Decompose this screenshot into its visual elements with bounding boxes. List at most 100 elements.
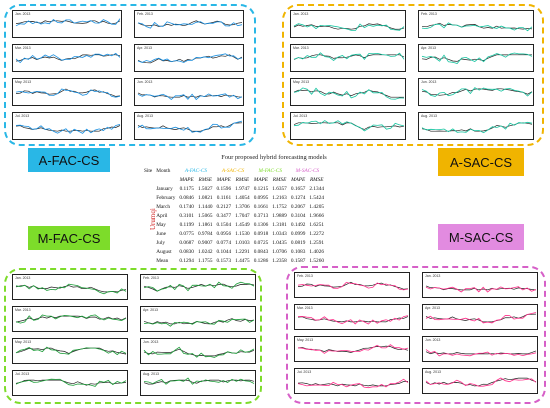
mini-chart-month: Jun. 2013 <box>425 338 441 342</box>
value-cell: 0.1492 <box>290 221 306 228</box>
forecast-mini-chart: Feb. 2013 <box>418 10 534 38</box>
mini-chart-month: Aug. 2013 <box>137 114 153 118</box>
forecast-mini-chart: Feb. 2013 <box>134 10 244 38</box>
mini-chart-month: May. 2013 <box>15 80 32 84</box>
mini-chart-month: Apr. 2013 <box>421 46 436 50</box>
mini-chart-month: May. 2013 <box>15 340 32 344</box>
forecast-series-line <box>425 349 537 357</box>
table-row: Mean 0.1294 1.1755 0.1573 1.4475 0.1286 1.2358… <box>142 256 326 265</box>
mini-chart-month: Mar. 2013 <box>15 308 31 312</box>
value-cell: 1.6357 <box>272 185 287 192</box>
actual-series-line <box>425 377 537 387</box>
forecast-series-line <box>137 120 243 133</box>
mini-chart-month: Mar. 2013 <box>293 46 309 50</box>
value-cell: 0.0956 <box>216 230 232 237</box>
mini-chart-month: Jan. 2013 <box>293 12 309 16</box>
mini-chart-month: Jan. 2013 <box>425 274 441 278</box>
actual-series-line <box>15 54 121 62</box>
site-header: Site <box>144 167 153 174</box>
actual-series-line <box>15 20 121 25</box>
results-table-block: Four proposed hybrid forecasting models … <box>140 152 408 268</box>
mini-chart-month: Jul. 2013 <box>15 114 30 118</box>
forecast-series-line <box>15 283 127 295</box>
forecast-series-line <box>293 87 405 100</box>
actual-series-line <box>293 122 405 130</box>
forecast-series-line <box>137 53 243 63</box>
forecast-mini-chart: Apr. 2013 <box>418 44 534 72</box>
forecast-mini-chart: May. 2013 <box>294 336 410 362</box>
value-cell: 0.3477 <box>216 212 232 219</box>
mini-chart-month: May. 2013 <box>293 80 310 84</box>
actual-series-line <box>137 54 243 64</box>
forecast-series-line <box>425 312 537 324</box>
value-cell: 0.0846 <box>179 194 194 201</box>
metric-header: RMSE <box>309 176 324 183</box>
month-cell: February <box>156 194 176 201</box>
mini-chart-month: Feb. 2013 <box>143 276 159 280</box>
value-cell: 0.1044 <box>216 248 232 255</box>
value-cell: 0.1657 <box>290 185 306 192</box>
forecast-series-line <box>297 315 409 325</box>
value-cell: 0.0775 <box>179 230 194 237</box>
value-cell: 1.3706 <box>235 203 250 210</box>
table-row: April 0.3101 1.5065 0.3477 1.7047 0.3713 1.988… <box>142 211 326 220</box>
value-cell: 1.1440 <box>197 203 213 210</box>
actual-series-line <box>293 23 405 30</box>
forecast-series-line <box>425 377 537 387</box>
metric-header: MAPE <box>253 176 269 183</box>
value-cell: 1.0343 <box>272 230 287 237</box>
table-row: February 0.0846 1.0821 0.1161 1.4054 0.0995 1.… <box>142 193 326 202</box>
value-cell: 0.1573 <box>216 257 232 264</box>
forecast-series-line <box>15 314 127 324</box>
forecast-series-line <box>293 52 405 62</box>
forecast-series-line <box>293 120 405 132</box>
model-m-sac: M-SAC-CS <box>295 167 320 174</box>
forecast-mini-chart: Jul. 2013 <box>12 370 128 396</box>
value-cell: 1.7047 <box>235 212 250 219</box>
value-cell: 1.9747 <box>235 185 250 192</box>
mini-chart-month: Apr. 2013 <box>137 46 152 50</box>
month-cell: July <box>156 239 166 246</box>
value-cell: 0.1286 <box>253 257 269 264</box>
value-cell: 1.0821 <box>197 194 213 201</box>
forecast-mini-chart: Jul. 2013 <box>290 112 406 140</box>
forecast-series-line <box>143 346 255 358</box>
forecast-mini-chart: May. 2013 <box>290 78 406 106</box>
forecast-mini-chart: May. 2013 <box>12 78 122 106</box>
value-cell: 2.1344 <box>309 185 324 192</box>
m-sac-label: M-SAC-CS <box>438 224 524 250</box>
mini-chart-month: Jul. 2013 <box>297 370 312 374</box>
value-cell: 1.9889 <box>272 212 287 219</box>
a-sac-label: A-SAC-CS <box>438 148 524 176</box>
month-cell: Mean <box>156 257 169 264</box>
forecast-series-line <box>15 88 121 98</box>
mini-chart-month: Apr. 2013 <box>425 306 440 310</box>
forecast-mini-chart: Jan. 2013 <box>12 10 122 38</box>
value-cell: 1.2291 <box>235 248 250 255</box>
metric-header: MAPE <box>291 176 306 183</box>
a-sac-panel <box>282 4 544 146</box>
value-cell: 0.1596 <box>216 185 232 192</box>
value-cell: 1.0103 <box>235 239 250 246</box>
month-cell: May <box>156 221 166 228</box>
value-cell: 0.1306 <box>253 221 269 228</box>
mini-chart-month: May. 2013 <box>297 338 314 342</box>
value-cell: 0.1199 <box>179 221 194 228</box>
forecast-series-line <box>421 52 533 64</box>
mini-chart-month: Feb. 2013 <box>137 12 153 16</box>
value-cell: 0.1274 <box>290 194 306 201</box>
value-cell: 1.4475 <box>235 257 250 264</box>
forecast-series-line <box>15 378 127 387</box>
actual-series-line <box>293 89 404 98</box>
forecast-mini-chart: Jun. 2013 <box>418 78 534 106</box>
value-cell: 1.2163 <box>272 194 287 201</box>
forecast-mini-chart: Aug. 2013 <box>422 368 538 394</box>
value-cell: 0.0725 <box>253 239 269 246</box>
forecast-series-line <box>143 377 255 385</box>
month-cell: June <box>156 230 166 237</box>
value-cell: 0.1175 <box>179 185 194 192</box>
mini-chart-month: Jun. 2013 <box>137 80 153 84</box>
forecast-mini-chart: Apr. 2013 <box>422 304 538 330</box>
mini-chart-month: Apr. 2013 <box>143 308 158 312</box>
month-cell: March <box>156 203 171 210</box>
